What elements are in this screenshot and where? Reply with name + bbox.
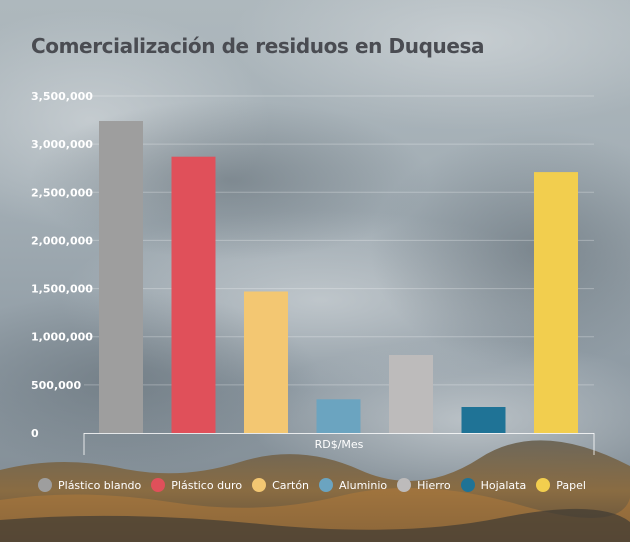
bar-plástico-duro [171,156,216,433]
y-tick-label: 2,000,000 [31,234,93,247]
legend-item[interactable]: Hojalata [460,478,527,492]
x-axis: RD$/Mes [83,433,595,455]
legend-label: Aluminio [339,478,388,492]
y-tick-label: 1,500,000 [31,283,93,296]
legend-item[interactable]: Plástico blando [38,478,141,492]
legend-swatch [460,478,475,492]
bar-plástico-blando [99,121,143,433]
legend-swatch [151,478,166,492]
bar-cartón [244,291,288,433]
y-tick-label: 2,500,000 [31,186,93,199]
grid-lines [84,95,594,386]
legend-label: Hojalata [480,478,527,492]
legend-label: Papel [556,478,586,492]
legend-swatch [397,478,412,492]
y-axis-ticks: 0 500,000 1,000,000 1,500,000 2,000,000 2,500… [31,90,93,440]
legend-label: Plástico duro [171,478,243,492]
legend-label: Plástico blando [58,478,142,492]
legend-item[interactable]: Aluminio [319,478,387,492]
x-axis-label: RD$/Mes [315,438,364,451]
legend-swatch [319,478,334,492]
bars [99,121,578,433]
bar-hierro [389,355,433,433]
legend-item[interactable]: Papel [536,478,586,492]
y-tick-label: 3,500,000 [31,90,93,103]
legend-item[interactable]: Cartón [252,478,309,492]
bar-papel [534,172,578,433]
legend-swatch [38,478,52,492]
y-tick-label: 1,000,000 [31,331,93,344]
y-tick-label: 500,000 [31,379,81,392]
legend-item[interactable]: Hierro [397,478,451,492]
chart-legend: Plástico blando Plástico duro Cartón Alumin… [38,478,618,492]
chart-title: Comercialización de residuos en Duquesa [31,34,485,58]
bar-hojalata [461,407,506,433]
legend-swatch [252,478,267,492]
legend-swatch [536,478,551,492]
legend-item[interactable]: Plástico duro [151,478,242,492]
bar-aluminio [316,399,361,433]
legend-label: Cartón [272,478,310,492]
legend-label: Hierro [417,478,451,492]
y-tick-label: 3,000,000 [31,138,93,151]
y-tick-label: 0 [31,427,39,440]
